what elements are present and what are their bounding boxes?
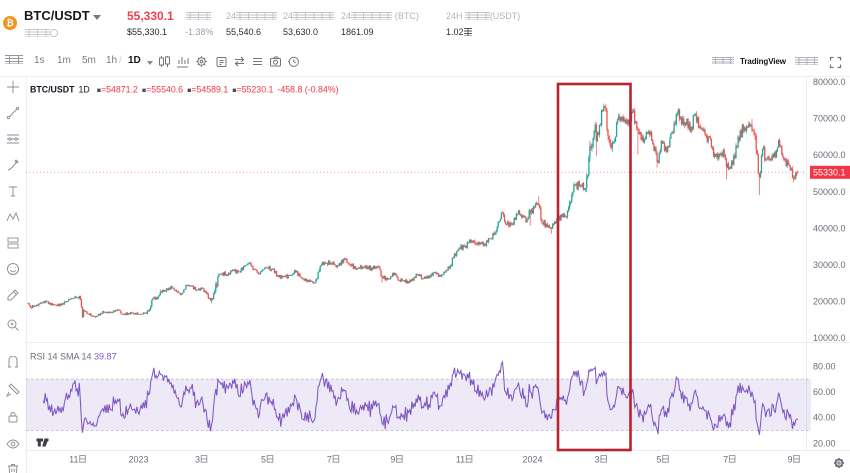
svg-text:7: 7: [327, 455, 332, 465]
svg-text:80000.0: 80000.0: [813, 77, 846, 87]
svg-text:5: 5: [261, 455, 266, 465]
svg-text:40.00: 40.00: [813, 413, 836, 423]
svg-text:80.00: 80.00: [813, 361, 836, 371]
svg-text:RSI 14 SMA 14 39.87: RSI 14 SMA 14 39.87: [30, 352, 117, 362]
svg-text:9: 9: [787, 455, 792, 465]
svg-text:9: 9: [390, 455, 395, 465]
svg-text:40000.0: 40000.0: [813, 223, 846, 233]
svg-text:20000.0: 20000.0: [813, 297, 846, 307]
svg-text:50000.0: 50000.0: [813, 187, 846, 197]
svg-text:11: 11: [456, 455, 465, 465]
svg-text:30000.0: 30000.0: [813, 260, 846, 270]
svg-text:11: 11: [69, 455, 78, 465]
svg-text:70000.0: 70000.0: [813, 114, 846, 124]
svg-text:2024: 2024: [522, 455, 542, 465]
svg-text:60000.0: 60000.0: [813, 150, 846, 160]
svg-text:5: 5: [656, 455, 661, 465]
svg-text:55330.1: 55330.1: [813, 168, 846, 178]
svg-text:7: 7: [723, 455, 728, 465]
svg-text:3: 3: [195, 455, 200, 465]
svg-text:10000.0: 10000.0: [813, 333, 846, 343]
svg-text:60.00: 60.00: [813, 387, 836, 397]
svg-text:2023: 2023: [128, 455, 148, 465]
svg-text:20.00: 20.00: [813, 438, 836, 448]
svg-text:3: 3: [595, 455, 600, 465]
